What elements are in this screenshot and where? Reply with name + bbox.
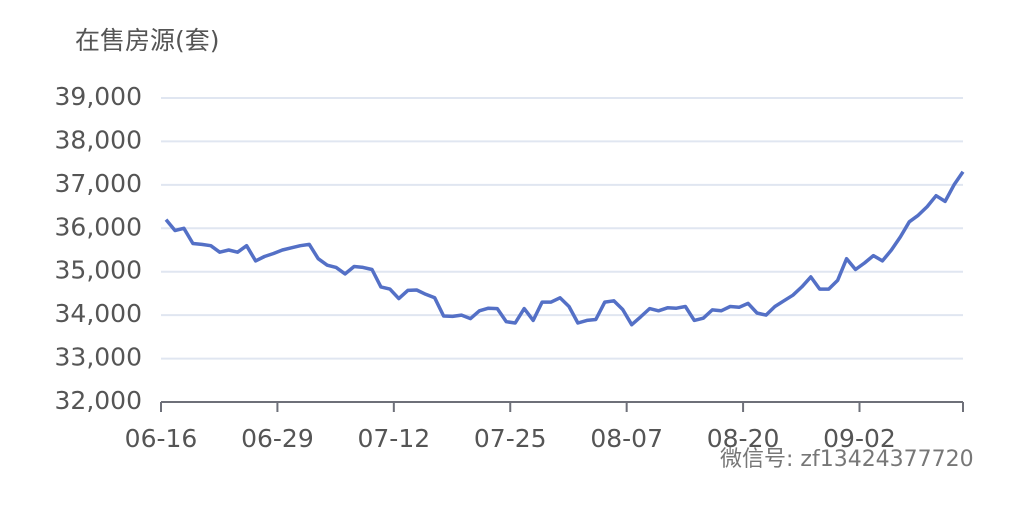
- y-tick-label: 32,000: [55, 386, 142, 415]
- y-tick-label: 34,000: [55, 299, 142, 328]
- y-axis-title: 在售房源(套): [75, 26, 220, 55]
- x-tick-label: 07-12: [358, 424, 431, 453]
- x-tick-label: 08-20: [707, 424, 780, 453]
- y-tick-label: 38,000: [55, 125, 142, 154]
- y-tick-label: 33,000: [55, 343, 142, 372]
- y-tick-label: 36,000: [55, 212, 142, 241]
- x-tick-label: 06-16: [125, 424, 198, 453]
- y-tick-label: 35,000: [55, 256, 142, 285]
- data-line: [164, 170, 965, 327]
- watermark: 微信号: zf13424377720: [720, 447, 974, 472]
- x-tick-label: 09-02: [823, 424, 896, 453]
- x-tick-label: 08-07: [590, 424, 663, 453]
- y-tick-label: 39,000: [55, 82, 142, 111]
- y-tick-label: 37,000: [55, 169, 142, 198]
- x-tick-label: 06-29: [241, 424, 314, 453]
- x-tick-label: 07-25: [474, 424, 547, 453]
